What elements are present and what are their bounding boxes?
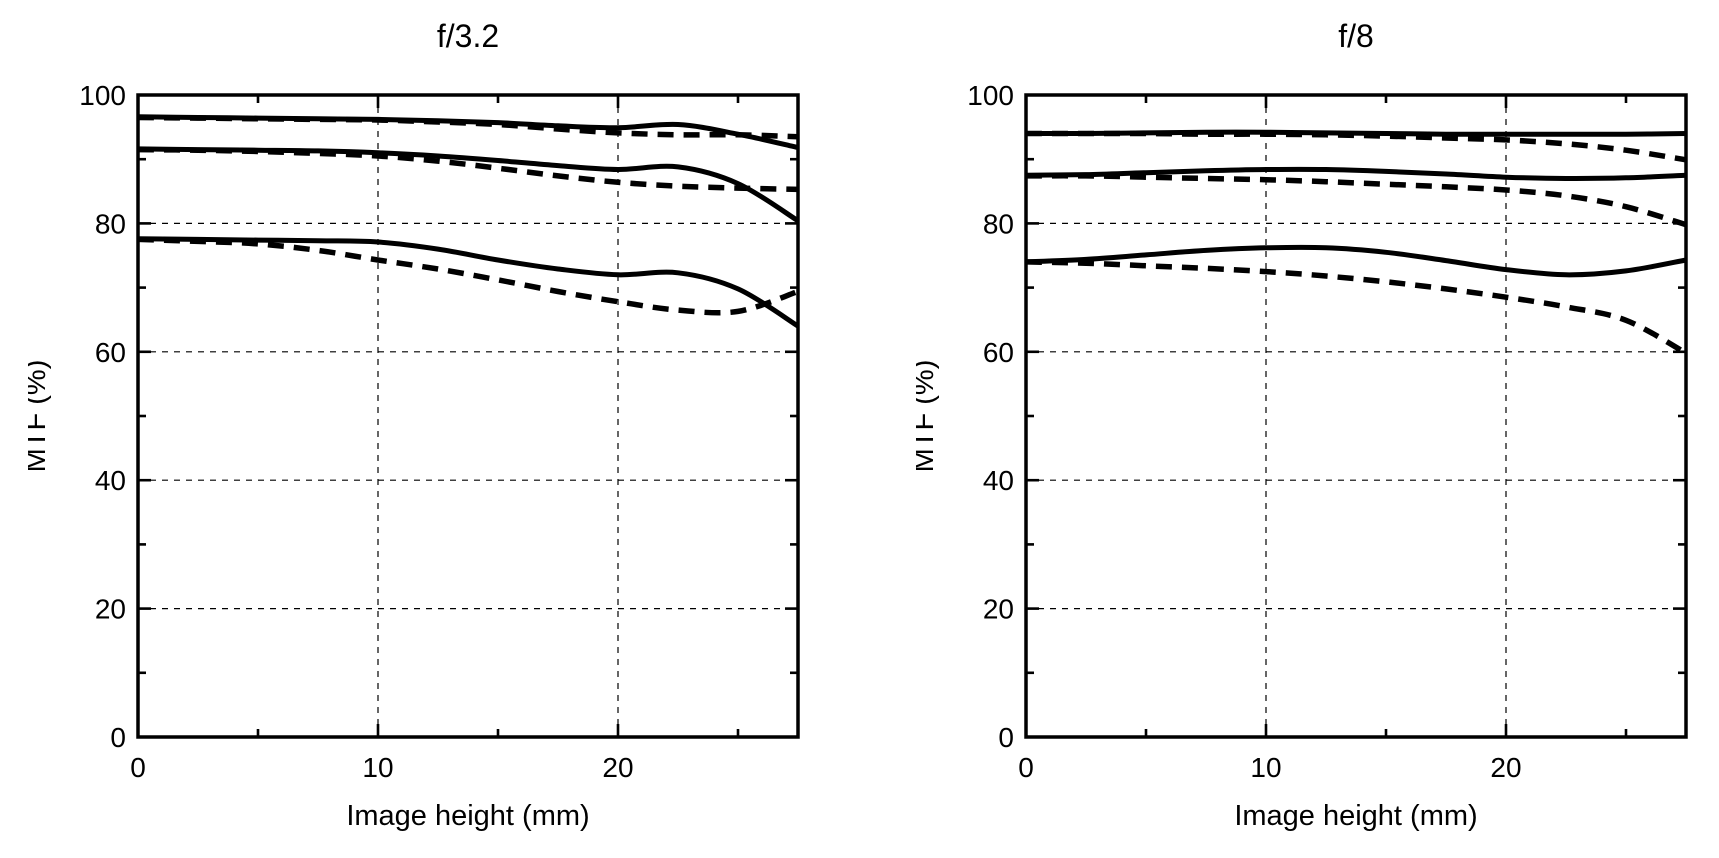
y-tick-label: 60: [95, 337, 126, 368]
dashed-curve-3: [1025, 259, 1688, 356]
dashed-curve-2: [1025, 173, 1687, 228]
mtf-chart-f3-2: 0 10 20 0 20 40 60 80 100 f/3.2 Image height (mm…: [28, 0, 818, 858]
y-tick-label: 100: [967, 80, 1014, 111]
plot-frame: [1024, 93, 1688, 739]
y-tick-label: 60: [983, 337, 1014, 368]
y-tick-label: 40: [983, 465, 1014, 496]
solid-curve-1: [1025, 129, 1687, 137]
x-tick-label: 20: [1490, 752, 1521, 783]
chart-title: f/8: [1338, 18, 1374, 54]
y-axis-label: MTF (%): [28, 360, 52, 473]
dashed-curve-1: [1025, 130, 1687, 163]
x-tick-label: 20: [602, 752, 633, 783]
plot-frame: [136, 93, 800, 739]
mtf-chart-f8: 0 10 20 0 20 40 60 80 100 f/8 Image height (mm) …: [916, 0, 1706, 858]
y-tick-label: 80: [95, 208, 126, 239]
chart-title: f/3.2: [437, 18, 499, 54]
plot-area: 0 10 20 0 20 40 60 80 100: [967, 80, 1688, 783]
dashed-curve-1: [137, 114, 799, 140]
solid-curve-3: [1025, 244, 1687, 278]
y-tick-label: 0: [998, 722, 1014, 753]
dashed-curve-2: [137, 146, 799, 193]
y-axis-label: MTF (%): [916, 360, 940, 473]
plot-area: 0 10 20 0 20 40 60 80 100: [79, 80, 800, 783]
x-axis-label: Image height (mm): [1234, 800, 1477, 832]
solid-curve-2: [1025, 166, 1687, 182]
solid-curve-3: [137, 236, 800, 329]
x-tick-label: 10: [362, 752, 393, 783]
y-tick-label: 0: [110, 722, 126, 753]
x-tick-label: 0: [130, 752, 146, 783]
y-tick-label: 40: [95, 465, 126, 496]
y-tick-label: 20: [95, 594, 126, 625]
x-tick-label: 0: [1018, 752, 1034, 783]
dashed-curve-3: [137, 236, 799, 316]
y-tick-label: 80: [983, 208, 1014, 239]
x-axis-label: Image height (mm): [346, 800, 589, 832]
chart-canvas-f3-2: 0 10 20 0 20 40 60 80 100 f/3.2 Image height (mm…: [28, 18, 800, 832]
x-tick-label: 10: [1250, 752, 1281, 783]
y-tick-label: 100: [79, 80, 126, 111]
y-tick-label: 20: [983, 594, 1014, 625]
solid-curve-2: [137, 146, 800, 223]
